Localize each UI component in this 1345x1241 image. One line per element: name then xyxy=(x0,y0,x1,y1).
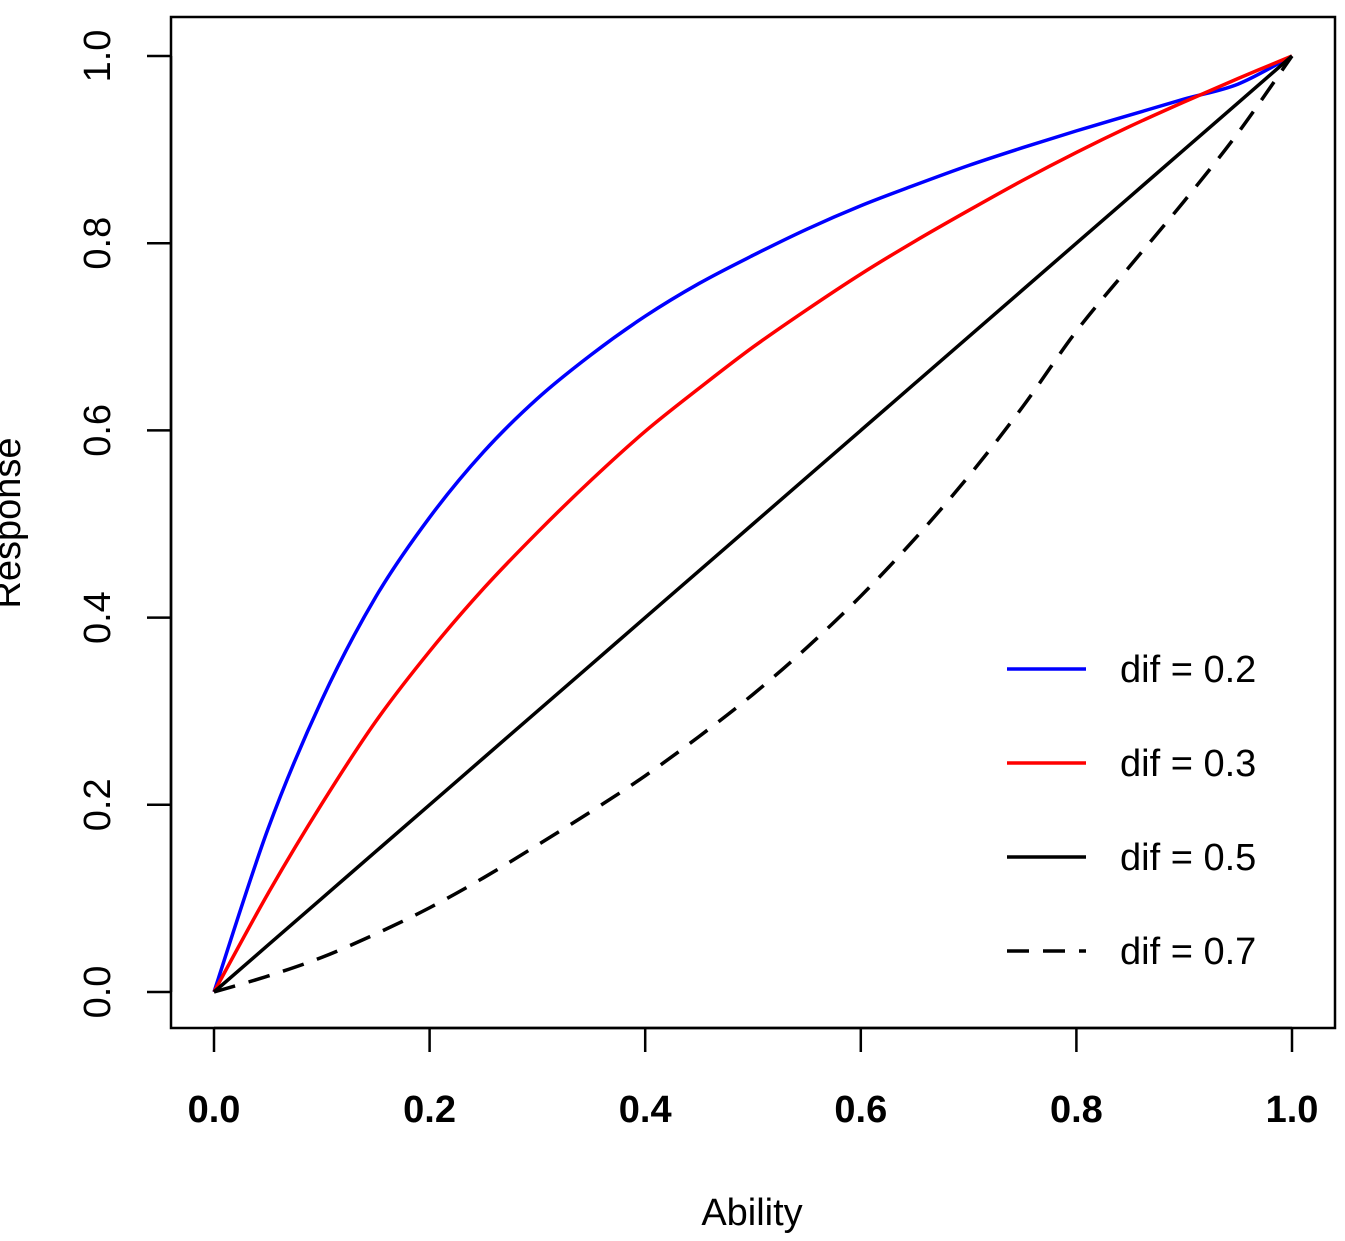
y-tick-label: 0.4 xyxy=(77,591,119,644)
series-line-1 xyxy=(212,54,1293,993)
series-line-2 xyxy=(212,54,1293,993)
y-tick-label: 0.6 xyxy=(77,404,119,457)
y-tick-label: 1.0 xyxy=(77,30,119,83)
y-tick-label: 0.2 xyxy=(77,778,119,831)
x-tick-label: 0.8 xyxy=(1050,1089,1103,1131)
y-tick-label: 0.8 xyxy=(77,217,119,270)
legend-label-1: dif = 0.2 xyxy=(1120,649,1256,691)
x-tick-label: 0.6 xyxy=(834,1089,887,1131)
x-tick-label: 0.0 xyxy=(188,1089,241,1131)
series-layer xyxy=(212,54,1294,994)
legend-label-3: dif = 0.5 xyxy=(1120,837,1256,879)
legend-label-4: dif = 0.7 xyxy=(1120,931,1256,973)
x-tick-label: 1.0 xyxy=(1266,1089,1319,1131)
x-tick-label: 0.2 xyxy=(403,1089,456,1131)
x-tick-label: 0.4 xyxy=(619,1089,672,1131)
x-axis: 0.0 0.2 0.4 0.6 0.8 1.0 xyxy=(188,1026,1319,1131)
legend-label-2: dif = 0.3 xyxy=(1120,743,1256,785)
y-tick-label: 0.0 xyxy=(77,966,119,1019)
x-axis-title: Ability xyxy=(701,1192,802,1234)
series-line-3 xyxy=(212,54,1294,994)
y-axis-title: Response xyxy=(0,437,29,608)
y-axis: 0.0 0.2 0.4 0.6 0.8 1.0 xyxy=(77,30,173,1019)
series-line-4 xyxy=(213,54,1294,994)
legend: dif = 0.2 dif = 0.3 dif = 0.5 dif = 0.7 xyxy=(1007,649,1256,973)
